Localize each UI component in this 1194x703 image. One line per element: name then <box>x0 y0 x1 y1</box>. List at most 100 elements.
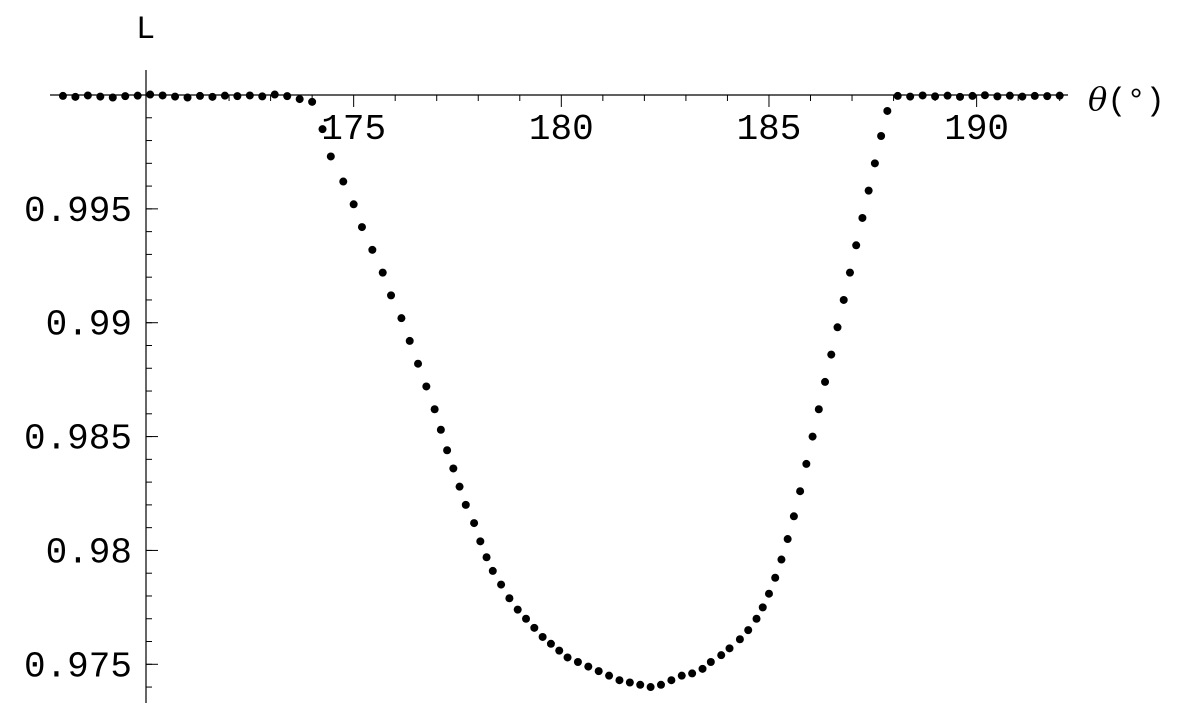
y-tick-label: 0.99 <box>46 305 132 346</box>
data-point <box>233 92 242 101</box>
data-point <box>461 500 470 509</box>
data-point <box>208 92 217 101</box>
data-point <box>814 405 823 414</box>
data-point <box>455 482 464 491</box>
data-point <box>1018 92 1027 101</box>
data-point <box>605 671 614 680</box>
x-tick-label: 185 <box>737 109 802 150</box>
data-point <box>752 614 761 623</box>
axes <box>50 70 1068 703</box>
data-point <box>968 91 977 100</box>
data-point <box>405 336 414 345</box>
data-point <box>688 669 697 678</box>
y-tick-label: 0.985 <box>24 419 132 460</box>
x-axis-label-unit: (°) <box>1107 83 1165 120</box>
data-point <box>877 131 886 140</box>
data-point <box>956 92 965 101</box>
data-point <box>195 91 204 100</box>
data-point <box>538 632 547 641</box>
data-point <box>339 177 348 186</box>
data-point <box>513 605 522 614</box>
data-point <box>449 464 458 473</box>
data-point <box>171 92 180 101</box>
data-point <box>864 186 873 195</box>
data-point <box>555 646 564 655</box>
data-point <box>58 91 67 100</box>
data-point <box>789 512 798 521</box>
data-point <box>258 92 267 101</box>
data-point <box>530 623 539 632</box>
data-point <box>584 662 593 671</box>
data-point <box>993 92 1002 101</box>
data-point <box>802 459 811 468</box>
data-point <box>443 446 452 455</box>
data-point <box>397 314 406 323</box>
data-point <box>573 658 582 667</box>
y-tick-label: 0.995 <box>24 191 132 232</box>
data-point <box>725 644 734 653</box>
data-point <box>771 573 780 582</box>
data-point <box>436 425 445 434</box>
data-point <box>827 350 836 359</box>
data-point <box>497 580 506 589</box>
data-point <box>470 519 479 528</box>
data-point <box>735 635 744 644</box>
data-point <box>764 589 773 598</box>
x-ticks: 175 180 185 190 <box>187 95 1061 150</box>
data-point <box>318 125 327 134</box>
data-point <box>422 382 431 391</box>
data-point <box>677 671 686 680</box>
data-point <box>476 537 485 546</box>
data-point <box>546 639 555 648</box>
x-tick-label: 175 <box>321 109 386 150</box>
data-point <box>488 566 497 575</box>
data-point <box>326 152 335 161</box>
data-point <box>133 91 142 100</box>
data-point <box>283 92 292 101</box>
data-point <box>430 405 439 414</box>
data-point <box>1043 92 1052 101</box>
x-axis-label-symbol: θ <box>1088 80 1107 118</box>
data-point <box>349 200 358 209</box>
y-tick-label: 0.98 <box>46 532 132 573</box>
data-point <box>505 594 514 603</box>
data-points <box>58 90 1064 692</box>
y-ticks: 0.995 0.99 0.985 0.98 0.975 <box>24 94 158 688</box>
data-point <box>482 553 491 562</box>
data-point <box>96 92 105 101</box>
data-point <box>698 664 707 673</box>
data-point <box>852 241 861 250</box>
data-point <box>594 667 603 676</box>
data-point <box>906 92 915 101</box>
data-point <box>758 603 767 612</box>
data-point <box>744 626 753 635</box>
data-point <box>357 223 366 232</box>
data-point <box>656 680 665 689</box>
y-tick-label: 0.975 <box>24 646 132 687</box>
data-point <box>625 678 634 687</box>
data-point <box>563 653 572 662</box>
data-point <box>777 555 786 564</box>
data-point <box>220 91 229 100</box>
data-point <box>893 91 902 100</box>
data-point <box>783 535 792 544</box>
data-point <box>858 213 867 222</box>
x-tick-label: 190 <box>944 109 1009 150</box>
data-point <box>71 92 80 101</box>
data-point <box>833 323 842 332</box>
data-point <box>796 487 805 496</box>
data-point <box>717 651 726 660</box>
data-point <box>1030 91 1039 100</box>
data-point <box>667 676 676 685</box>
data-point <box>121 92 130 101</box>
data-point <box>943 91 952 100</box>
data-point <box>308 97 317 106</box>
data-point <box>295 95 304 104</box>
data-point <box>522 614 531 623</box>
data-point <box>646 683 655 692</box>
data-point <box>808 432 817 441</box>
data-point <box>883 106 892 115</box>
data-point <box>615 676 624 685</box>
x-tick-label: 180 <box>529 109 594 150</box>
